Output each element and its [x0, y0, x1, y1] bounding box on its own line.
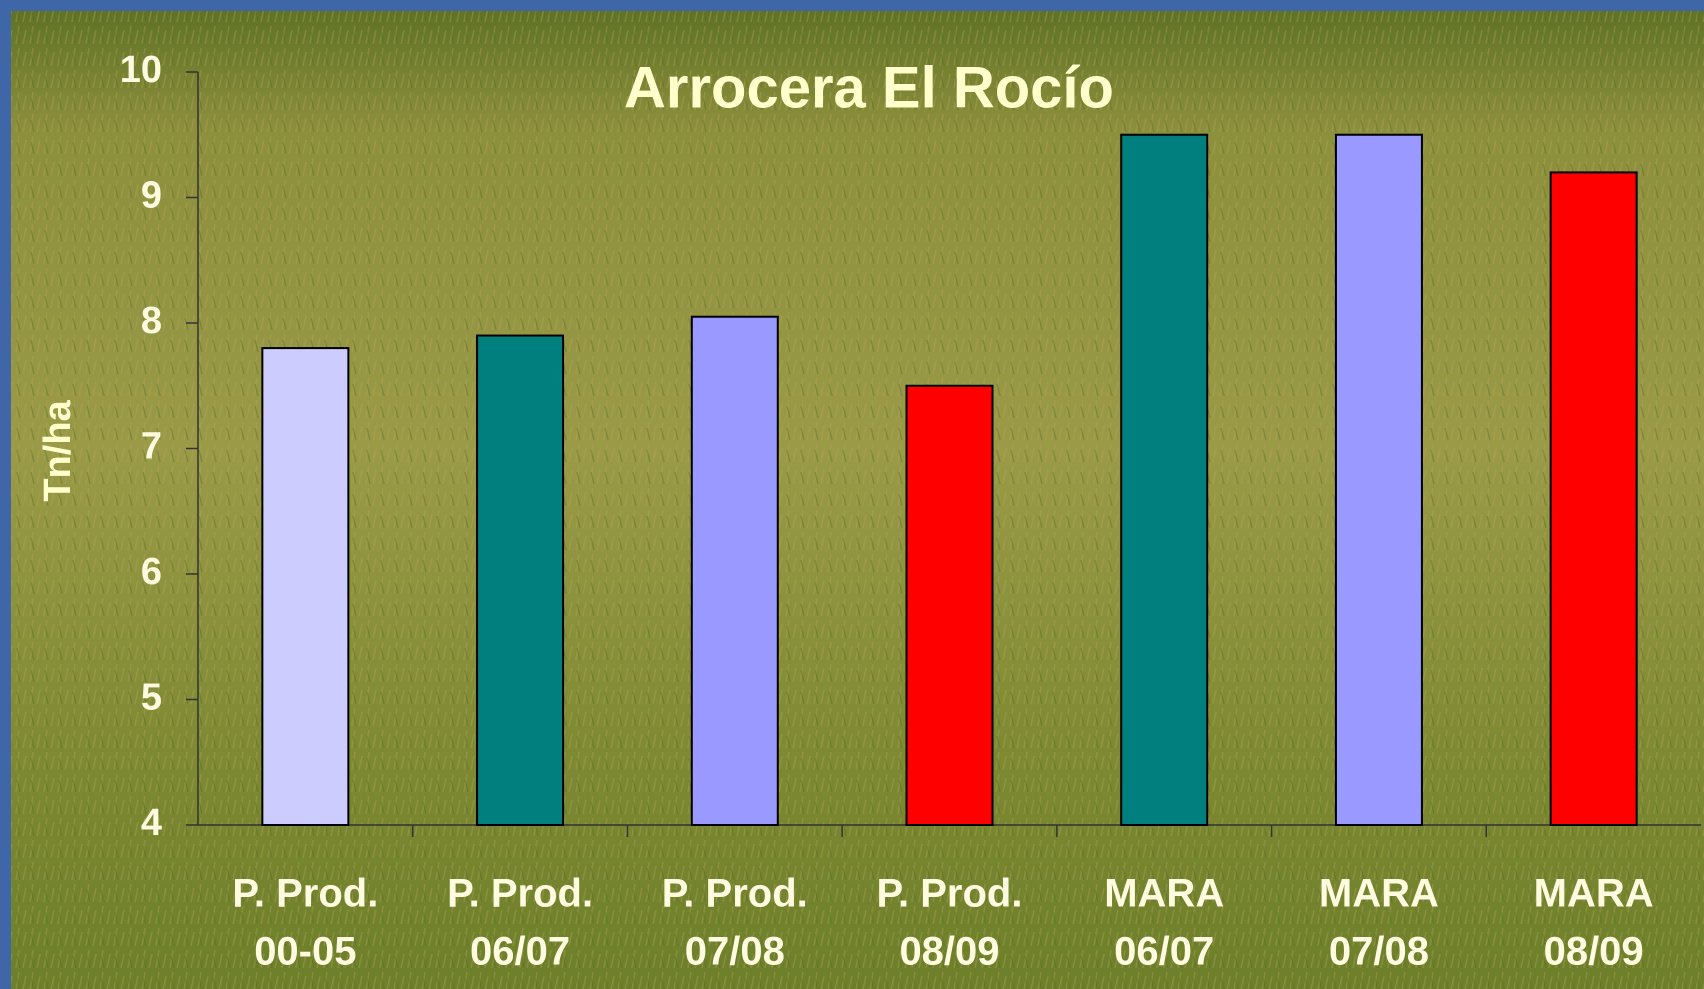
bar [1549, 171, 1638, 826]
x-tick-label: P. Prod. [877, 872, 1023, 916]
bar [1334, 133, 1423, 826]
y-tick-label: 7 [141, 426, 162, 468]
y-tick-label: 8 [141, 300, 162, 342]
y-tick-label: 6 [141, 551, 162, 593]
x-tick-label: P. Prod. [662, 872, 808, 916]
y-axis-label: Tn/ha [37, 399, 79, 501]
x-tick-label: MARA [1534, 872, 1654, 916]
x-tick-label: P. Prod. [447, 872, 593, 916]
x-tick-label: 07/08 [685, 930, 785, 974]
x-tick-label: 06/07 [470, 930, 570, 974]
x-tick-label: P. Prod. [232, 872, 378, 916]
x-tick-label: 00-05 [254, 930, 356, 974]
chart-title: Arrocera El Rocío [624, 55, 1114, 120]
y-tick-label: 5 [141, 677, 162, 719]
y-tick-label: 10 [120, 49, 162, 91]
bar [905, 384, 994, 826]
x-tick-label: MARA [1104, 872, 1224, 916]
x-tick-label: 07/08 [1329, 930, 1429, 974]
x-tick-label: 08/09 [1544, 930, 1644, 974]
bar [476, 334, 565, 826]
y-tick-label: 4 [141, 802, 162, 844]
bar [261, 347, 350, 826]
y-tick-label: 9 [141, 175, 162, 217]
bar [690, 315, 779, 826]
x-tick-label: 08/09 [899, 930, 999, 974]
x-tick-label: 06/07 [1114, 930, 1214, 974]
bar [1120, 133, 1209, 826]
x-tick-label: MARA [1319, 872, 1439, 916]
